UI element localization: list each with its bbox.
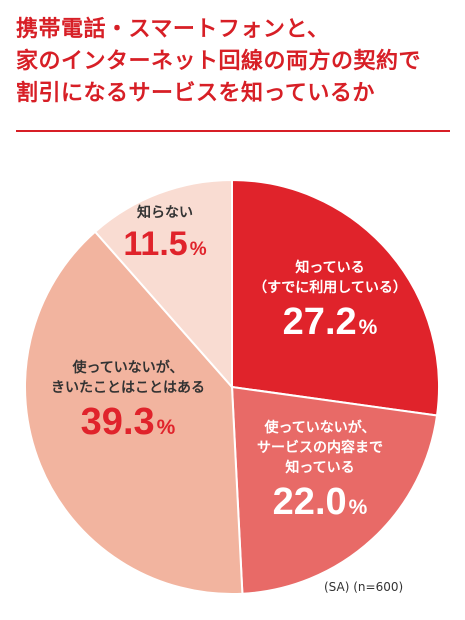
slice-3-label-line-1: 使っていないが、 bbox=[71, 359, 183, 376]
slice-3-label-line-2: きいたことはことはある bbox=[51, 380, 205, 396]
slice-1-label-line-2: （すでに利用している） bbox=[253, 279, 407, 296]
slice-2-label-line-1: 使っていないが、 bbox=[263, 419, 375, 436]
pie-slice-2 bbox=[230, 385, 439, 595]
sample-note: (SA) (n=600) bbox=[324, 580, 404, 594]
pie-slice-3 bbox=[24, 230, 244, 595]
slice-3-value: 39.3% bbox=[81, 401, 176, 443]
pie-slice-1 bbox=[231, 178, 440, 417]
slice-1-value: 27.2% bbox=[283, 301, 378, 343]
chart-title-line-2: 家のインターネット回線の両方の契約で bbox=[16, 49, 422, 74]
slice-1-label-line-1: 知っている bbox=[295, 259, 364, 276]
pie-slice-4 bbox=[93, 178, 233, 390]
chart-title-line-3: 割引になるサービスを知っているか bbox=[16, 81, 375, 106]
chart-title-line-1: 携帯電話・スマートフォンと、 bbox=[16, 17, 330, 42]
slice-2-value: 22.0% bbox=[273, 481, 368, 523]
slice-2-label-line-2: サービスの内容まで bbox=[257, 439, 383, 456]
title-divider bbox=[16, 130, 450, 132]
slice-4-label-line-1: 知らない bbox=[137, 204, 193, 221]
chart-title: 携帯電話・スマートフォンと、 家のインターネット回線の両方の契約で 割引になるサ… bbox=[16, 14, 456, 110]
slice-2-label-line-3: 知っている bbox=[285, 459, 354, 476]
slice-4-value: 11.5% bbox=[123, 225, 206, 263]
